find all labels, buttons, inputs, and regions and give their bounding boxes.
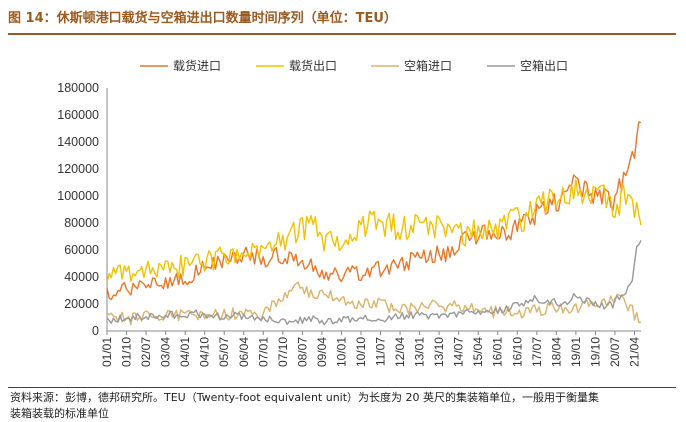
series-lines bbox=[106, 121, 642, 326]
x-tick-label: 01/01 bbox=[100, 337, 114, 367]
x-tick-label: 19/10 bbox=[588, 337, 602, 367]
x-tick-label: 13/10 bbox=[432, 337, 446, 367]
footnote-line-1: 资料来源：彭博，德邦研究所。TEU（Twenty-foot equivalent… bbox=[10, 391, 600, 404]
footnote-line-2: 装箱装载的标准单位 bbox=[10, 407, 109, 420]
y-tick-label: 160000 bbox=[57, 108, 99, 122]
legend-label-2: 空箱进口 bbox=[404, 58, 452, 73]
x-tick-label: 03/04 bbox=[159, 337, 173, 367]
x-tick-label: 10/01 bbox=[334, 337, 348, 367]
x-tick-label: 08/07 bbox=[295, 337, 309, 367]
x-tick-label: 09/04 bbox=[315, 337, 329, 367]
x-tick-label: 17/07 bbox=[530, 337, 544, 367]
y-tick-label: 100000 bbox=[57, 189, 99, 203]
footnote: 资料来源：彭博，德邦研究所。TEU（Twenty-foot equivalent… bbox=[10, 390, 678, 422]
x-tick-label: 13/01 bbox=[413, 337, 427, 367]
y-tick-label: 140000 bbox=[57, 135, 99, 149]
x-tick-label: 11/07 bbox=[374, 337, 388, 366]
x-tick-label: 07/10 bbox=[276, 337, 290, 367]
x-axis: 01/01 01/10 02/07 03/04 04/01 04/10 05/07 06/04… bbox=[100, 330, 641, 367]
y-tick-label: 120000 bbox=[57, 162, 99, 176]
y-tick-label: 180000 bbox=[57, 81, 99, 95]
x-tick-label: 14/07 bbox=[452, 337, 466, 367]
y-tick-label: 60000 bbox=[64, 243, 99, 257]
x-tick-label: 20/07 bbox=[608, 337, 622, 367]
legend-label-0: 载货进口 bbox=[173, 58, 221, 73]
x-tick-label: 21/04 bbox=[627, 337, 641, 367]
y-tick-label: 40000 bbox=[64, 270, 99, 284]
x-tick-label: 01/10 bbox=[120, 337, 134, 367]
y-tick-label: 0 bbox=[92, 324, 99, 338]
x-tick-label: 15/04 bbox=[471, 337, 485, 367]
x-tick-label: 12/04 bbox=[393, 337, 407, 367]
figure-title: 图 14：休斯顿港口载货与空箱进出口数量时间序列（单位：TEU） bbox=[8, 11, 397, 26]
line-chart: 载货进口 载货出口 空箱进口 空箱出口 0 20000 40000 60000 80000 10… bbox=[57, 58, 642, 367]
legend-label-1: 载货出口 bbox=[289, 58, 337, 73]
series-line-1 bbox=[106, 179, 642, 283]
y-tick-label: 20000 bbox=[64, 297, 99, 311]
title-rule bbox=[8, 33, 676, 35]
x-tick-label: 02/07 bbox=[139, 337, 153, 367]
y-tick-label: 80000 bbox=[64, 216, 99, 230]
x-tick-label: 04/01 bbox=[178, 337, 192, 367]
legend: 载货进口 载货出口 空箱进口 空箱出口 bbox=[140, 58, 568, 73]
x-tick-label: 04/10 bbox=[198, 337, 212, 367]
series-line-0 bbox=[106, 121, 642, 301]
y-axis: 0 20000 40000 60000 80000 100000 120000 140000 1… bbox=[57, 81, 108, 338]
x-tick-label: 18/04 bbox=[549, 337, 563, 367]
footnote-rule bbox=[8, 387, 676, 388]
legend-label-3: 空箱出口 bbox=[520, 58, 568, 73]
x-tick-label: 06/04 bbox=[237, 337, 251, 367]
x-tick-label: 19/01 bbox=[569, 337, 583, 367]
x-tick-label: 10/10 bbox=[354, 337, 368, 367]
x-tick-label: 05/07 bbox=[217, 337, 231, 367]
x-tick-label: 16/10 bbox=[510, 337, 524, 367]
series-line-3 bbox=[106, 239, 642, 326]
x-tick-label: 07/01 bbox=[256, 337, 270, 367]
series-line-2 bbox=[106, 281, 642, 326]
x-tick-label: 16/01 bbox=[491, 337, 505, 367]
